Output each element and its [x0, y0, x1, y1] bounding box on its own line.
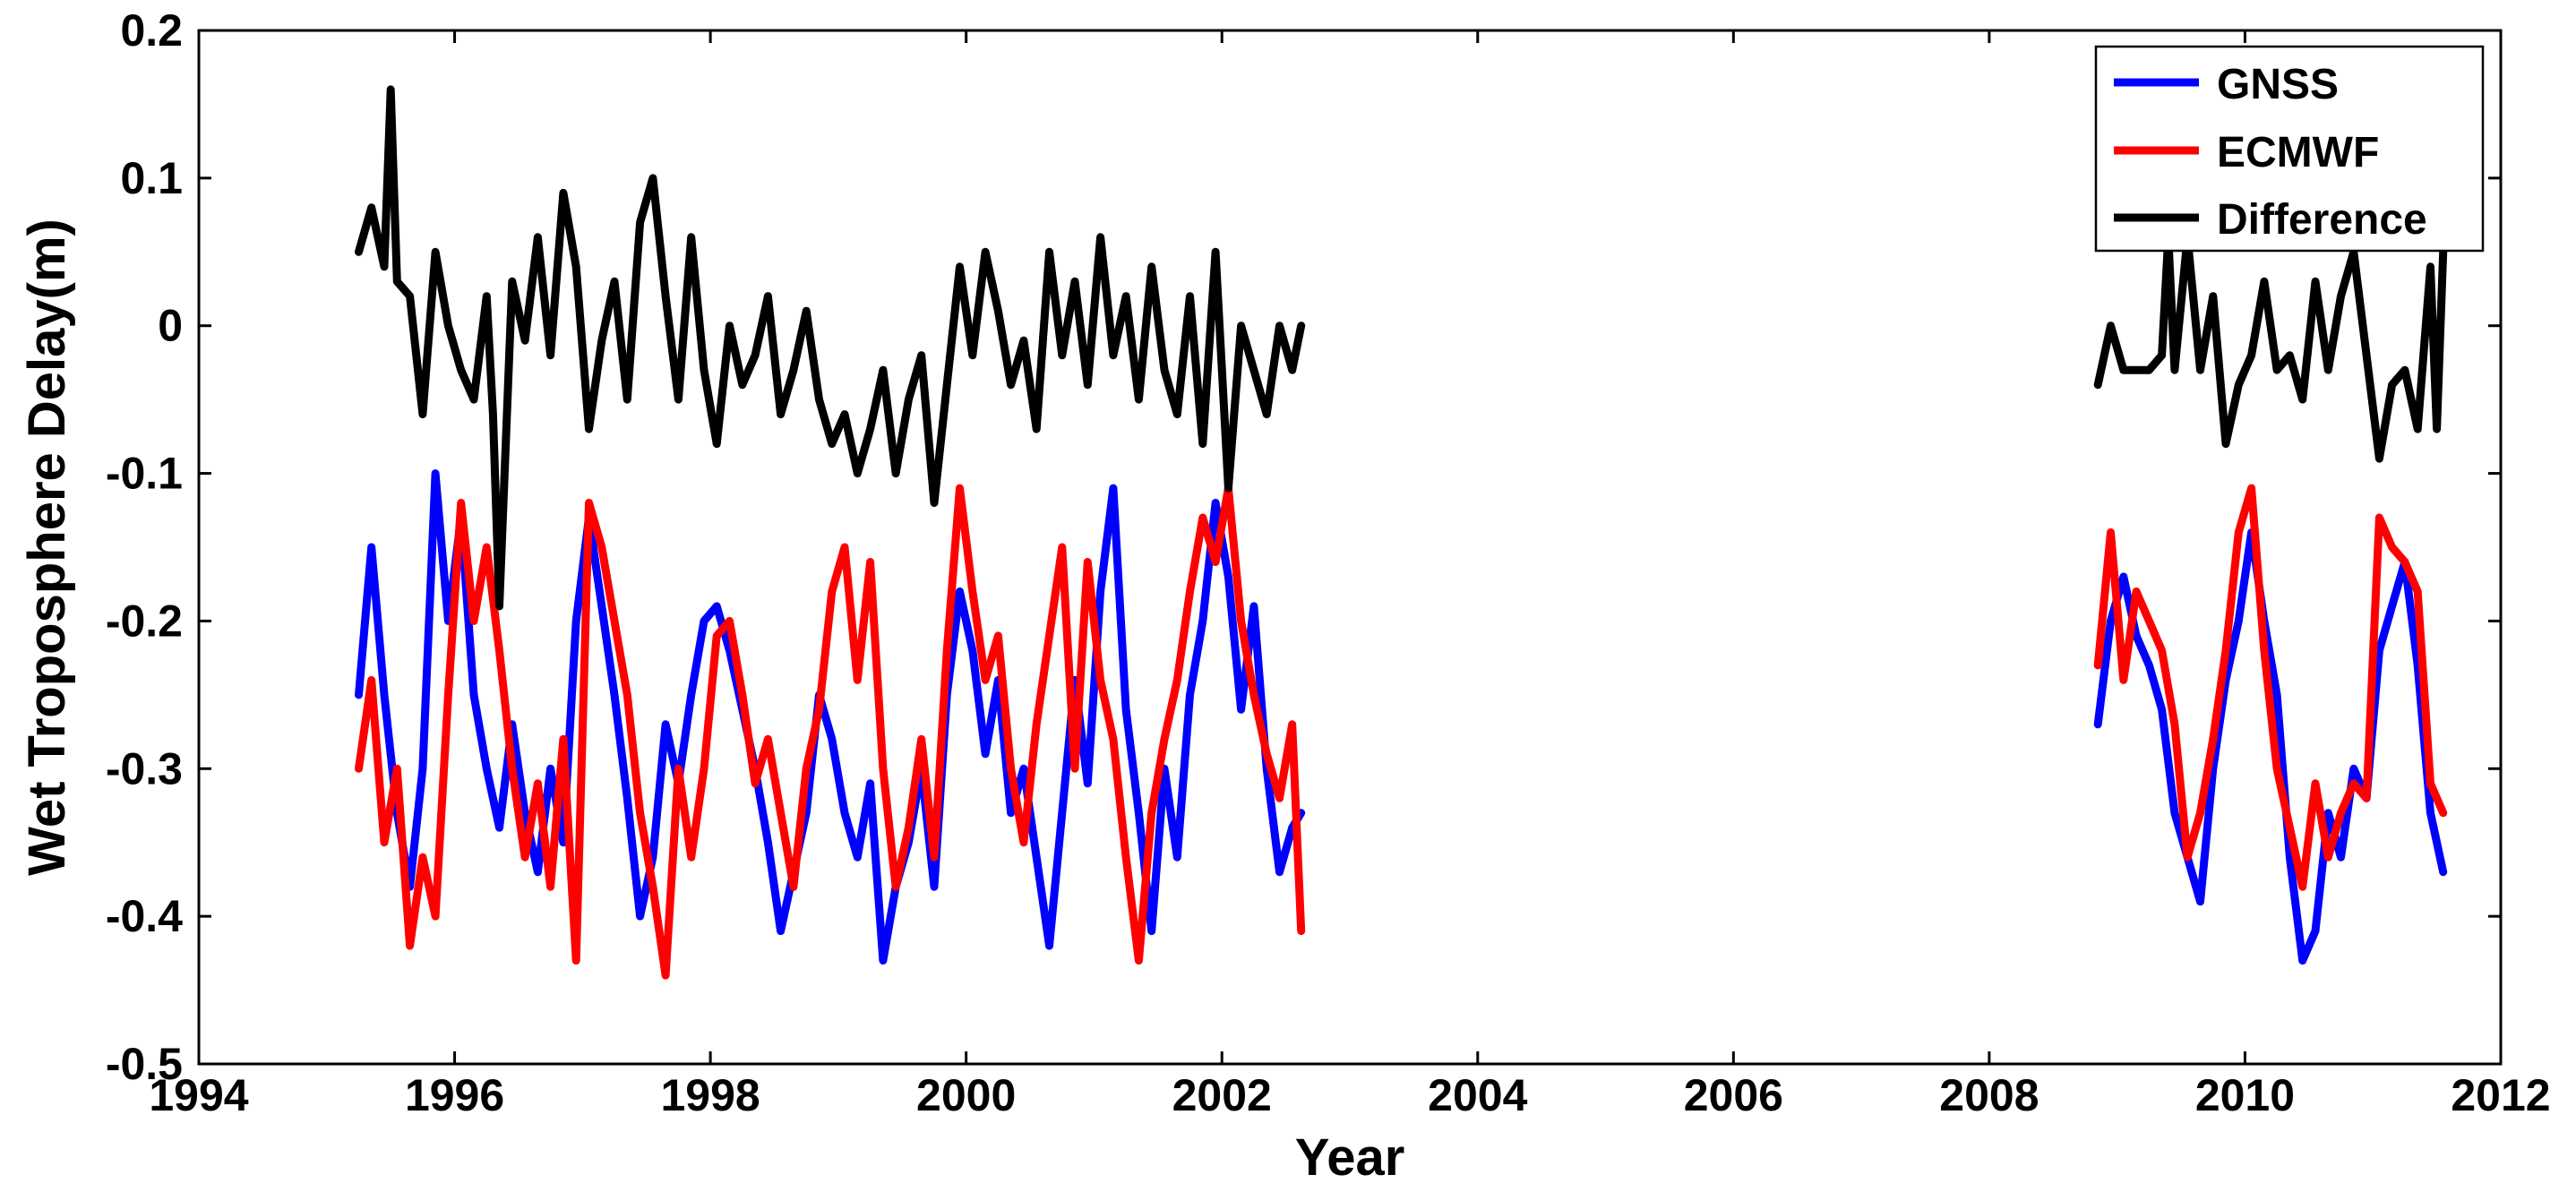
legend-label-difference: Difference	[2217, 196, 2427, 244]
y-tick-label: -0.1	[106, 449, 183, 499]
y-tick-label: -0.3	[106, 743, 183, 793]
series-line-difference-1	[355, 85, 1306, 611]
x-tick-label: 2008	[1939, 1070, 2039, 1120]
x-tick-label: 2012	[2451, 1070, 2550, 1120]
series-line-ecmwf-2	[2093, 484, 2448, 891]
y-tick-label: 0	[158, 301, 183, 351]
x-tick-label: 1998	[660, 1070, 760, 1120]
y-tick-label: -0.4	[106, 891, 183, 941]
y-tick-label: -0.5	[106, 1039, 183, 1089]
x-tick-label: 2006	[1684, 1070, 1783, 1120]
legend-label-ecmwf: ECMWF	[2217, 129, 2379, 176]
y-axis-title: Wet Troposphere Delay(m)	[18, 219, 76, 876]
series-line-ecmwf-1	[355, 484, 1306, 980]
x-tick-label: 2000	[916, 1070, 1016, 1120]
x-axis: 1994 1996 1998 2000 2002 2004 2006 2008 2010 2012	[149, 30, 2551, 1120]
x-axis-title: Year	[1295, 1128, 1405, 1187]
x-tick-label: 2002	[1172, 1070, 1272, 1120]
y-tick-label: -0.2	[106, 596, 183, 646]
x-tick-label: 2004	[1428, 1070, 1527, 1120]
series-line-gnss-2	[2093, 528, 2448, 965]
y-tick-label: 0.2	[120, 5, 183, 56]
x-tick-label: 2010	[2195, 1070, 2295, 1120]
legend-label-gnss: GNSS	[2217, 61, 2339, 108]
x-tick-label: 1996	[405, 1070, 504, 1120]
series-layer	[355, 85, 2448, 980]
x-tick-label: 1994	[149, 1070, 248, 1120]
legend: GNSS ECMWF Difference	[2094, 45, 2485, 253]
y-axis: 0.2 0.1 0 -0.1 -0.2 -0.3 -0.4 -0.5	[106, 5, 2501, 1089]
y-tick-label: 0.1	[120, 153, 183, 203]
series-line-difference-2	[2093, 233, 2448, 463]
